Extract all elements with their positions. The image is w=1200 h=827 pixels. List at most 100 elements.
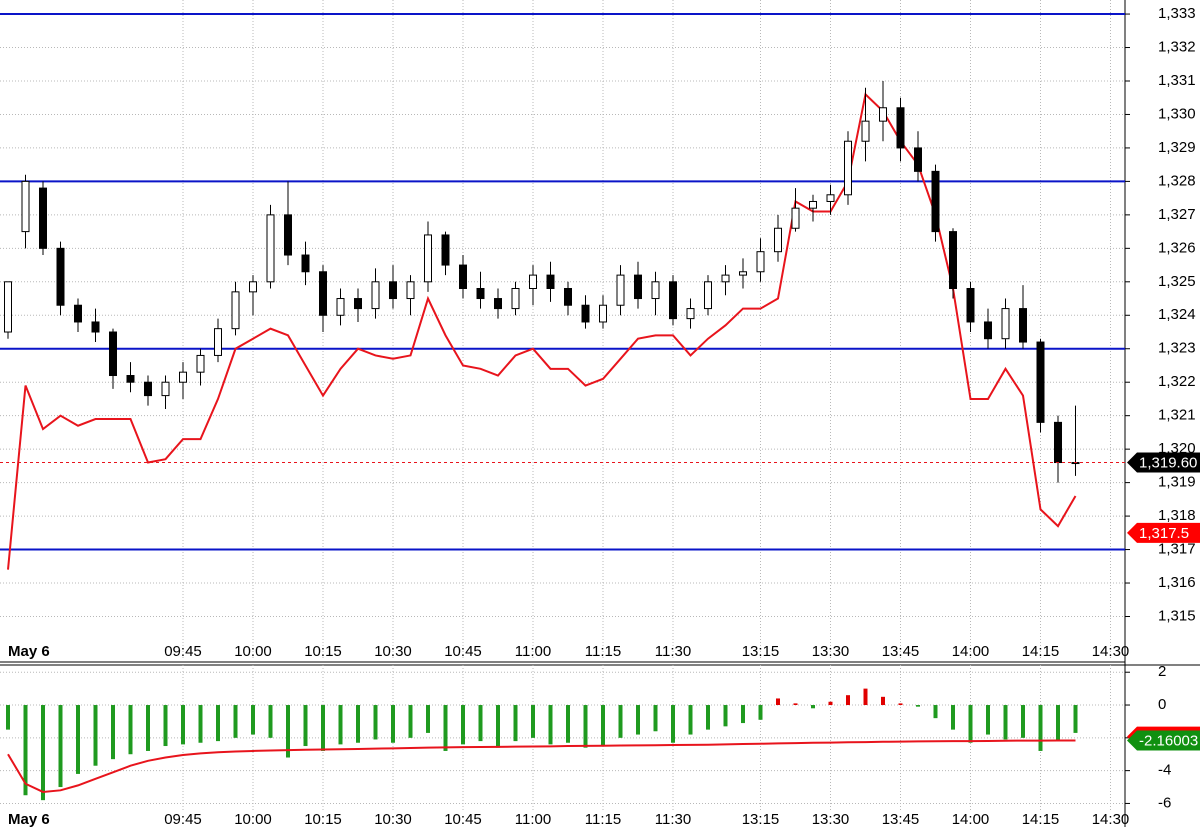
histogram-bar bbox=[706, 705, 710, 730]
histogram-bar bbox=[548, 705, 553, 745]
y-tick-label: 1,328 bbox=[1158, 172, 1196, 189]
histogram-bar bbox=[426, 705, 430, 733]
candle-body bbox=[91, 321, 100, 333]
candle-body bbox=[791, 207, 800, 229]
y-tick-label: 2 bbox=[1158, 663, 1166, 680]
y-tick-label: 1,333 bbox=[1158, 5, 1196, 22]
histogram-bar bbox=[846, 695, 850, 706]
candle-body bbox=[459, 264, 467, 289]
histogram-bar bbox=[321, 705, 325, 751]
histogram-bar bbox=[303, 705, 308, 747]
candle-body bbox=[809, 200, 817, 209]
x-tick-label: 10:45 bbox=[444, 811, 482, 827]
histogram-bar bbox=[1073, 705, 1078, 733]
y-tick-label: 1,329 bbox=[1158, 139, 1196, 156]
y-tick-label: 0 bbox=[1158, 696, 1166, 713]
candle-body bbox=[949, 231, 957, 289]
candle-body bbox=[686, 308, 695, 320]
histogram-bar bbox=[408, 705, 413, 738]
candle-body bbox=[389, 281, 397, 300]
x-tick-label: 11:30 bbox=[655, 643, 691, 660]
candle-body bbox=[406, 281, 415, 300]
histogram-bar bbox=[863, 688, 868, 706]
candle-body bbox=[476, 287, 485, 300]
histogram-bar bbox=[1021, 705, 1025, 738]
histogram-bar bbox=[286, 705, 290, 758]
histogram-bar bbox=[933, 705, 938, 719]
histogram-bar bbox=[251, 705, 255, 735]
x-tick-label: 11:00 bbox=[515, 811, 551, 827]
y-tick-label: 1,330 bbox=[1158, 105, 1196, 122]
candle-body bbox=[1054, 421, 1062, 464]
candle-body bbox=[599, 304, 607, 323]
candle-body bbox=[966, 287, 975, 323]
x-tick-label: May 6 bbox=[8, 643, 50, 660]
x-tick-label: 14:15 bbox=[1022, 811, 1060, 827]
histogram-bar bbox=[601, 705, 605, 747]
x-tick-label: 14:30 bbox=[1092, 643, 1130, 660]
price-marker-label: 1,319.60 bbox=[1139, 455, 1197, 472]
histogram-bar bbox=[688, 705, 693, 735]
y-tick-label: 1,317 bbox=[1158, 541, 1196, 558]
candle-body bbox=[879, 107, 887, 122]
histogram-bar bbox=[776, 698, 780, 706]
candle-body bbox=[319, 271, 327, 316]
price-marker-label: -2.16003 bbox=[1139, 732, 1198, 749]
candle-body bbox=[844, 140, 852, 196]
candle-body bbox=[669, 281, 677, 320]
candle-body bbox=[196, 354, 205, 373]
y-tick-label: 1,319 bbox=[1158, 474, 1196, 491]
histogram-bar bbox=[811, 705, 815, 709]
histogram-bar bbox=[881, 696, 885, 706]
histogram-bar bbox=[58, 705, 63, 788]
candle-body bbox=[1036, 341, 1045, 423]
y-tick-label: 1,326 bbox=[1158, 239, 1196, 256]
price-marker bbox=[1127, 730, 1200, 751]
x-tick-label: 10:45 bbox=[444, 643, 482, 660]
histogram-bar bbox=[356, 705, 360, 743]
x-tick-label: 13:15 bbox=[742, 811, 780, 827]
x-tick-label: 14:00 bbox=[952, 811, 990, 827]
x-tick-label: 11:30 bbox=[655, 811, 691, 827]
candle-body bbox=[581, 304, 590, 323]
price-marker bbox=[1127, 522, 1200, 543]
histogram-bar bbox=[828, 701, 833, 706]
candle-body bbox=[896, 107, 905, 149]
candle-body bbox=[529, 274, 537, 289]
candle-body bbox=[266, 214, 275, 283]
histogram-bar bbox=[41, 705, 45, 801]
candle-body bbox=[651, 281, 660, 300]
x-tick-label: 10:15 bbox=[304, 643, 342, 660]
x-tick-label: 10:30 bbox=[374, 811, 412, 827]
histogram-bar bbox=[583, 705, 588, 748]
candle-body bbox=[161, 381, 170, 397]
histogram-bar bbox=[636, 705, 640, 735]
x-tick-label: 11:15 bbox=[585, 643, 621, 660]
x-tick-label: 13:30 bbox=[812, 643, 850, 660]
candle-body bbox=[354, 298, 362, 310]
candle-body bbox=[564, 287, 572, 306]
candle-body bbox=[284, 214, 292, 256]
histogram-bar bbox=[1056, 705, 1060, 742]
candle-body bbox=[634, 274, 642, 300]
histogram-bar bbox=[23, 705, 28, 796]
price-marker-label: 1,317.5 bbox=[1139, 525, 1189, 542]
x-tick-label: 11:15 bbox=[585, 811, 621, 827]
x-tick-label: 14:15 bbox=[1022, 643, 1060, 660]
candle-body bbox=[4, 281, 12, 333]
candle-body bbox=[424, 234, 432, 283]
x-tick-label: 09:45 bbox=[164, 643, 202, 660]
y-tick-label: 1,327 bbox=[1158, 206, 1196, 223]
x-tick-label: 13:45 bbox=[882, 811, 920, 827]
y-tick-label: 1,316 bbox=[1158, 574, 1196, 591]
candle-body bbox=[179, 371, 187, 383]
candle-body bbox=[231, 291, 240, 330]
candle-body bbox=[214, 328, 222, 356]
candle-body bbox=[756, 251, 765, 273]
x-tick-label: 11:00 bbox=[515, 643, 551, 660]
x-tick-label: May 6 bbox=[8, 811, 50, 827]
y-tick-label: 1,321 bbox=[1158, 407, 1196, 424]
candle-body bbox=[616, 274, 625, 306]
y-tick-label: 1,315 bbox=[1158, 607, 1196, 624]
